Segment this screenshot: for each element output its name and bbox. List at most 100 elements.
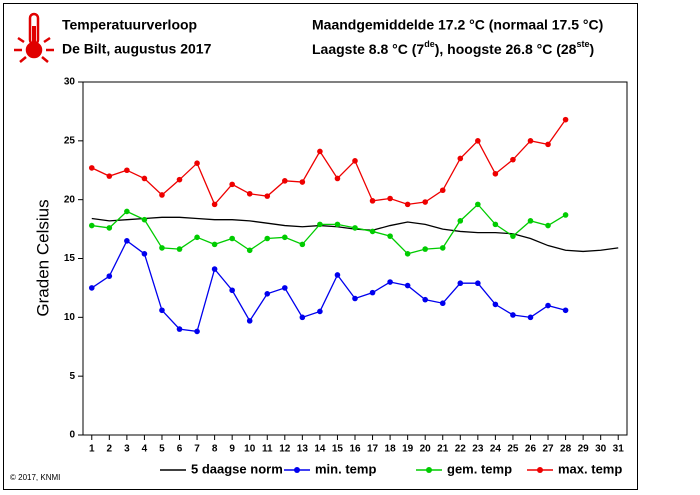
series-marker — [246, 318, 253, 324]
series-marker — [492, 170, 499, 177]
legend-label: gem. temp — [447, 461, 512, 476]
x-tick-label: 30 — [595, 444, 607, 455]
series-marker — [264, 235, 271, 242]
series-marker — [317, 221, 323, 228]
x-tick-label: 6 — [177, 444, 183, 455]
y-tick-label: 25 — [64, 135, 76, 146]
x-tick-label: 28 — [560, 444, 572, 455]
x-tick-label: 24 — [490, 444, 502, 455]
series-marker — [334, 221, 341, 228]
series-marker — [282, 234, 288, 241]
series-line — [91, 119, 567, 206]
legend-marker — [537, 467, 543, 473]
credit: © 2017, KNMI — [10, 473, 60, 482]
series-marker — [545, 222, 551, 229]
x-tick-label: 16 — [349, 444, 361, 455]
series-marker — [211, 241, 218, 248]
series-marker — [422, 199, 428, 205]
series-marker — [106, 173, 113, 179]
series-marker — [439, 300, 446, 307]
series-marker — [352, 225, 358, 231]
chart-subtitle: De Bilt, augustus 2017 — [62, 41, 212, 57]
x-tick-label: 10 — [244, 444, 256, 455]
series-marker — [176, 176, 183, 183]
series-marker — [457, 280, 464, 287]
x-tick-label: 8 — [212, 444, 218, 455]
chart-title: Temperatuurverloop — [62, 17, 197, 33]
x-tick-label: 2 — [107, 444, 113, 455]
x-tick-label: 17 — [367, 444, 379, 455]
series-marker — [88, 165, 95, 171]
series-marker — [141, 175, 148, 182]
x-tick-label: 11 — [262, 444, 273, 455]
series-marker — [562, 116, 569, 123]
series-marker — [510, 312, 516, 318]
series-marker — [124, 238, 130, 244]
legend-marker — [426, 467, 432, 473]
x-tick-label: 12 — [279, 444, 291, 455]
y-tick-label: 30 — [64, 77, 76, 88]
x-tick-label: 25 — [507, 444, 519, 455]
series-marker — [124, 167, 130, 174]
series-marker — [562, 307, 569, 314]
series-marker — [475, 201, 481, 208]
series-marker — [475, 280, 481, 287]
series-marker — [194, 328, 200, 335]
x-tick-label: 29 — [578, 444, 590, 455]
series-marker — [299, 241, 306, 248]
y-tick-label: 0 — [69, 430, 75, 441]
plot-area — [82, 81, 628, 436]
series-marker — [282, 178, 288, 184]
legend-marker — [294, 467, 300, 473]
stats-text: ) — [589, 41, 594, 57]
series-marker — [106, 273, 113, 279]
x-tick-label: 7 — [194, 444, 200, 455]
series-marker — [422, 296, 428, 303]
x-tick-label: 27 — [542, 444, 554, 455]
stats-text: Laagste 8.8 °C (7 — [312, 41, 424, 57]
series-marker — [422, 246, 428, 252]
x-tick-label: 31 — [613, 444, 625, 455]
series-marker — [159, 192, 165, 198]
x-tick-label: 13 — [297, 444, 309, 455]
series-marker — [282, 285, 288, 291]
series-marker — [527, 218, 534, 224]
x-tick-label: 3 — [124, 444, 130, 455]
series-marker — [334, 175, 341, 182]
series-marker — [246, 190, 253, 197]
stats-sup: ste — [576, 39, 589, 49]
y-tick-label: 5 — [69, 371, 75, 382]
x-tick-label: 14 — [314, 444, 326, 455]
series-marker — [176, 246, 183, 252]
series-marker — [88, 222, 95, 229]
series-marker — [475, 138, 481, 144]
series-marker — [106, 225, 113, 231]
series-marker — [457, 155, 464, 162]
x-tick-label: 5 — [159, 444, 165, 455]
series-marker — [369, 289, 376, 296]
series-marker — [369, 228, 376, 235]
stats-sup: de — [424, 39, 435, 49]
series-marker — [229, 181, 235, 188]
series-marker — [369, 198, 376, 204]
series-marker — [510, 156, 516, 163]
legend-label: 5 daagse norm — [191, 461, 283, 476]
stats-text: ), hoogste 26.8 °C (28 — [435, 41, 577, 57]
x-tick-label: 21 — [437, 444, 449, 455]
series-marker — [141, 250, 148, 257]
series-marker — [229, 235, 235, 242]
x-tick-label: 19 — [402, 444, 414, 455]
series-line — [91, 203, 566, 255]
series-marker — [545, 141, 551, 148]
series-marker — [211, 201, 218, 208]
series-marker — [299, 179, 306, 185]
series-marker — [176, 326, 183, 332]
stats-line-1: Maandgemiddelde 17.2 °C (normaal 17.5 °C… — [312, 17, 603, 33]
series-marker — [88, 285, 95, 291]
series-marker — [264, 193, 271, 199]
series-marker — [299, 314, 306, 321]
y-tick-label: 15 — [64, 253, 76, 264]
x-tick-label: 15 — [332, 444, 344, 455]
x-tick-label: 20 — [420, 444, 432, 455]
